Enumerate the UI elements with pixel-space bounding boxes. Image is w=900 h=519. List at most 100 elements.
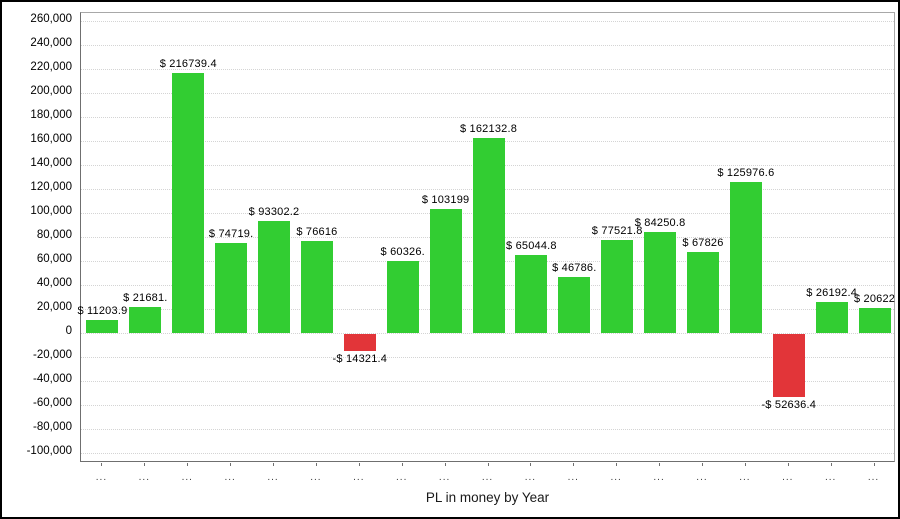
y-axis-tick-label: 160,000 bbox=[30, 133, 72, 145]
gridline bbox=[81, 405, 894, 406]
x-axis-tick-label: ... bbox=[138, 472, 150, 483]
y-axis-tick-label: 220,000 bbox=[30, 61, 72, 73]
x-axis-tick-mark bbox=[187, 463, 188, 466]
x-axis-tick-label: ... bbox=[224, 472, 236, 483]
gridline bbox=[81, 357, 894, 358]
y-axis-tick-label: 60,000 bbox=[36, 253, 72, 265]
y-axis-tick-label: -100,000 bbox=[26, 445, 72, 457]
y-axis-tick-label: 100,000 bbox=[30, 205, 72, 217]
x-axis-tick-mark bbox=[144, 463, 145, 466]
bar bbox=[687, 252, 719, 333]
bar-value-label: $ 162132.8 bbox=[459, 123, 518, 135]
x-axis-tick-mark bbox=[101, 463, 102, 466]
x-axis-tick-mark bbox=[659, 463, 660, 466]
y-axis-tick-label: 20,000 bbox=[36, 301, 72, 313]
bar-value-label: $ 46786. bbox=[552, 262, 597, 274]
bar-value-label: $ 26192.4 bbox=[806, 287, 858, 299]
bar-value-label: $ 216739.4 bbox=[159, 58, 217, 70]
y-axis-tick-label: 200,000 bbox=[30, 85, 72, 97]
y-axis-tick-label: -60,000 bbox=[32, 397, 72, 409]
bar-value-label: $ 125976.6 bbox=[717, 167, 775, 179]
gridline bbox=[81, 453, 894, 454]
x-axis-tick-mark bbox=[616, 463, 617, 466]
x-axis-tick-mark bbox=[488, 463, 489, 466]
x-axis-tick-label: ... bbox=[438, 472, 451, 483]
bar bbox=[601, 240, 633, 333]
bar bbox=[644, 232, 676, 333]
bar bbox=[344, 334, 376, 351]
y-axis: 260,000 240,000 220,000 200,000 180,000 160,0… bbox=[2, 2, 72, 517]
y-axis-tick-label: 80,000 bbox=[36, 229, 72, 241]
gridline bbox=[81, 45, 894, 46]
y-axis-tick-label: 140,000 bbox=[30, 157, 72, 169]
x-axis-tick-label: ... bbox=[95, 472, 108, 483]
x-axis-tick-label: ... bbox=[867, 472, 880, 483]
bar-value-label: $ 67826 bbox=[682, 237, 724, 249]
x-axis-tick-label: ... bbox=[481, 472, 494, 483]
bar-value-label: -$ 52636.4 bbox=[761, 399, 817, 411]
bar bbox=[129, 307, 161, 333]
x-axis-tick-label: ... bbox=[567, 472, 579, 483]
bar-value-label: $ 74719. bbox=[208, 228, 254, 240]
bar bbox=[773, 334, 805, 397]
bar bbox=[215, 243, 247, 333]
gridline bbox=[81, 21, 894, 22]
x-axis-tick-mark bbox=[788, 463, 789, 466]
y-axis-tick-label: -40,000 bbox=[32, 373, 72, 385]
bar bbox=[258, 221, 290, 333]
x-axis-tick-label: ... bbox=[396, 472, 408, 483]
gridline bbox=[81, 381, 894, 382]
x-axis-tick-mark bbox=[702, 463, 703, 466]
y-axis-tick-label: 180,000 bbox=[30, 109, 72, 121]
plot-area: $ 11203.9 $ 21681. $ 216739.4 $ 74719. $ 933… bbox=[77, 12, 896, 462]
bar-value-label: $ 84250.8 bbox=[634, 217, 686, 229]
bar bbox=[473, 138, 505, 333]
y-axis-tick-label: -20,000 bbox=[32, 349, 72, 361]
bar-value-label: $ 103199 bbox=[421, 194, 470, 206]
x-axis-tick-mark bbox=[316, 463, 317, 466]
bar-value-label: $ 20622 bbox=[853, 293, 896, 305]
bar-value-label: $ 76616 bbox=[296, 226, 338, 238]
chart-title: PL in money by Year bbox=[425, 490, 550, 505]
x-axis-tick-mark bbox=[402, 463, 403, 466]
y-axis-tick-label: 260,000 bbox=[30, 13, 72, 25]
bar-value-label: $ 93302.2 bbox=[248, 206, 300, 218]
x-axis-tick-label: ... bbox=[267, 472, 279, 483]
x-axis-tick-label: ... bbox=[782, 472, 794, 483]
x-axis-tick-label: ... bbox=[181, 472, 193, 483]
y-axis-tick-label: 120,000 bbox=[30, 181, 72, 193]
gridline bbox=[81, 69, 894, 70]
bar-value-label: $ 65044.8 bbox=[506, 240, 557, 252]
x-axis-tick-mark bbox=[874, 463, 875, 466]
y-axis-tick-label: 0 bbox=[65, 325, 72, 337]
bar-value-label: $ 77521.8 bbox=[591, 225, 643, 237]
gridline bbox=[81, 93, 894, 94]
x-axis-tick-label: ... bbox=[824, 472, 837, 483]
gridline bbox=[81, 429, 894, 430]
x-axis-tick-mark bbox=[831, 463, 832, 466]
x-axis-tick-label: ... bbox=[696, 472, 708, 483]
bar bbox=[816, 302, 848, 333]
bar-value-label: -$ 14321.4 bbox=[332, 353, 388, 365]
bar bbox=[387, 261, 419, 333]
x-axis-tick-mark bbox=[745, 463, 746, 466]
bar bbox=[515, 255, 547, 333]
y-axis-tick-label: 40,000 bbox=[36, 277, 72, 289]
bar-value-label: $ 60326. bbox=[380, 246, 425, 258]
bar bbox=[172, 73, 204, 333]
y-axis-tick-label: -80,000 bbox=[32, 421, 72, 433]
x-axis-tick-label: ... bbox=[310, 472, 322, 483]
x-axis-tick-mark bbox=[530, 463, 531, 466]
bar bbox=[859, 308, 891, 333]
x-axis-tick-label: ... bbox=[610, 472, 622, 483]
x-axis-tick-label: ... bbox=[739, 472, 751, 483]
x-axis-tick-label: ... bbox=[524, 472, 537, 483]
x-axis-tick-label: ... bbox=[653, 472, 665, 483]
x-axis-tick-mark bbox=[445, 463, 446, 466]
bar bbox=[558, 277, 590, 333]
x-axis-tick-mark bbox=[230, 463, 231, 466]
gridline bbox=[81, 117, 894, 118]
bar bbox=[430, 209, 462, 333]
x-axis-tick-mark bbox=[573, 463, 574, 466]
